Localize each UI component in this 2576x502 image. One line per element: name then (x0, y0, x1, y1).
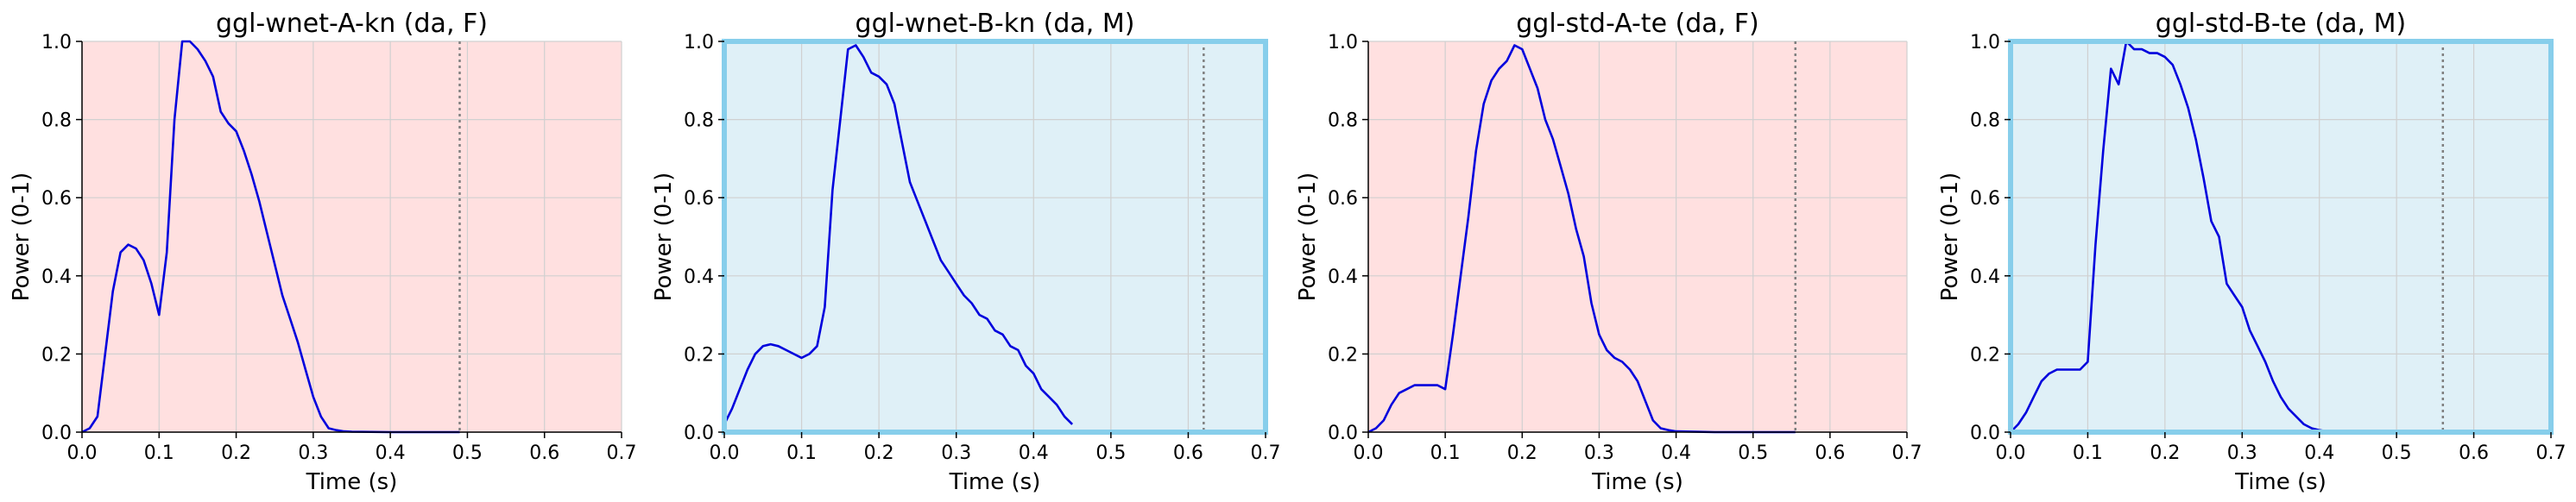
x-tick-label: 0.3 (1584, 442, 1614, 464)
y-tick-label: 0.2 (41, 344, 72, 366)
y-tick-label: 1.0 (1970, 32, 2000, 53)
y-tick-label: 0.2 (1970, 344, 2000, 366)
y-tick-label: 0.6 (41, 188, 72, 210)
x-tick-label: 0.7 (607, 442, 637, 464)
chart-panel: 0.0 0.1 0.2 0.3 0.4 0.5 0.6 0.7 0.0 0.2 0.4 0.6 0.8 1… (9, 9, 637, 495)
y-tick-label: 1.0 (41, 32, 72, 53)
x-tick-label: 0.5 (2382, 442, 2412, 464)
y-axis-label: Power (0-1) (651, 173, 677, 302)
y-axis-label: Power (0-1) (1937, 173, 1963, 302)
highlight-frame (722, 39, 1268, 435)
y-tick-label: 0.0 (1328, 423, 1358, 444)
x-tick-label: 0.0 (1354, 442, 1384, 464)
y-tick-label: 0.4 (1970, 267, 2000, 288)
y-tick-label: 0.0 (41, 423, 72, 444)
x-tick-label: 0.0 (710, 442, 740, 464)
y-tick-label: 0.8 (684, 110, 714, 132)
x-tick-label: 0.3 (2227, 442, 2257, 464)
y-tick-label: 0.2 (684, 344, 714, 366)
x-axis-label: Time (s) (2234, 469, 2327, 495)
y-tick-label: 0.6 (1970, 188, 2000, 210)
power-series-line (723, 44, 1074, 425)
x-tick-label: 0.2 (1507, 442, 1537, 464)
x-tick-label: 0.4 (1019, 442, 1049, 464)
x-tick-label: 0.3 (941, 442, 971, 464)
chart-panel: 0.0 0.1 0.2 0.3 0.4 0.5 0.6 0.7 0.0 0.2 0.4 0.6 0.8 1… (1937, 9, 2567, 495)
y-tick-label: 0.8 (1328, 110, 1358, 132)
x-tick-label: 0.7 (1251, 442, 1281, 464)
x-tick-label: 0.2 (221, 442, 251, 464)
x-tick-label: 0.1 (786, 442, 817, 464)
chart-title: ggl-std-A-te (da, F) (1516, 9, 1758, 39)
power-series-line (1367, 44, 1796, 434)
x-tick-label: 0.1 (144, 442, 174, 464)
x-tick-label: 0.3 (298, 442, 328, 464)
x-tick-label: 0.4 (1661, 442, 1691, 464)
y-tick-label: 0.8 (41, 110, 72, 132)
y-tick-label: 0.2 (1328, 344, 1358, 366)
power-series-line (81, 40, 460, 434)
y-tick-label: 0.4 (41, 267, 72, 288)
x-tick-label: 0.6 (2459, 442, 2489, 464)
x-tick-label: 0.7 (2536, 442, 2567, 464)
x-tick-label: 0.6 (1815, 442, 1845, 464)
x-tick-label: 0.0 (67, 442, 98, 464)
x-axis-label: Time (s) (306, 469, 398, 495)
x-tick-label: 0.1 (1430, 442, 1461, 464)
x-tick-label: 0.2 (2150, 442, 2180, 464)
power-series-line (2010, 40, 2343, 434)
chart-title: ggl-wnet-B-kn (da, M) (856, 9, 1135, 39)
x-tick-label: 0.6 (529, 442, 559, 464)
plot-background (2011, 41, 2551, 432)
x-tick-label: 0.4 (2304, 442, 2334, 464)
x-tick-label: 0.7 (1892, 442, 1923, 464)
plot-background (1368, 41, 1907, 432)
y-tick-label: 1.0 (1328, 32, 1358, 53)
chart-panel: 0.0 0.1 0.2 0.3 0.4 0.5 0.6 0.7 0.0 0.2 0.4 0.6 0.8 1… (651, 9, 1281, 495)
plot-background (82, 41, 622, 432)
chart-title: ggl-wnet-A-kn (da, F) (216, 9, 488, 39)
x-tick-label: 0.4 (376, 442, 406, 464)
y-tick-label: 0.8 (1970, 110, 2000, 132)
x-tick-label: 0.5 (1095, 442, 1126, 464)
y-tick-label: 0.0 (1970, 423, 2000, 444)
highlight-frame (2008, 39, 2554, 435)
y-axis-label: Power (0-1) (1295, 173, 1321, 302)
x-tick-label: 0.1 (2073, 442, 2103, 464)
x-tick-label: 0.6 (1173, 442, 1203, 464)
x-tick-label: 0.5 (1738, 442, 1768, 464)
chart-title: ggl-std-B-te (da, M) (2156, 9, 2406, 39)
y-axis-label: Power (0-1) (9, 173, 35, 302)
panels: 0.0 0.1 0.2 0.3 0.4 0.5 0.6 0.7 0.0 0.2 0.4 0.6 0.8 1… (9, 9, 2567, 495)
y-tick-label: 0.0 (684, 423, 714, 444)
y-tick-label: 0.4 (684, 267, 714, 288)
x-tick-label: 0.5 (452, 442, 483, 464)
x-tick-label: 0.0 (1996, 442, 2026, 464)
plot-background (724, 41, 1266, 432)
y-tick-label: 0.6 (1328, 188, 1358, 210)
y-tick-label: 1.0 (684, 32, 714, 53)
chart-panel: 0.0 0.1 0.2 0.3 0.4 0.5 0.6 0.7 0.0 0.2 0.4 0.6 0.8 1… (1295, 9, 1923, 495)
y-tick-label: 0.4 (1328, 267, 1358, 288)
x-axis-label: Time (s) (1591, 469, 1683, 495)
x-axis-label: Time (s) (949, 469, 1041, 495)
x-tick-label: 0.2 (864, 442, 894, 464)
y-tick-label: 0.6 (684, 188, 714, 210)
